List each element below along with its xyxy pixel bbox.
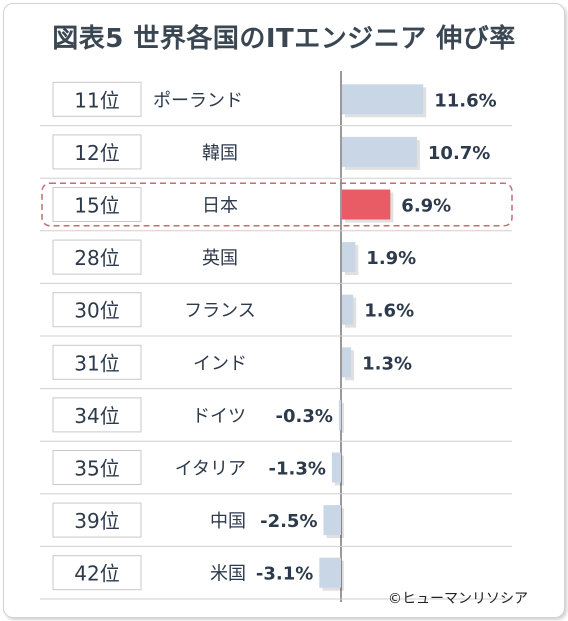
bar bbox=[331, 452, 341, 483]
bar bbox=[338, 399, 341, 430]
chart-title: 図表5 世界各国のITエンジニア 伸び率 bbox=[52, 24, 516, 54]
country-label: 米国 bbox=[210, 564, 246, 585]
value-label: 1.3% bbox=[362, 353, 412, 374]
copyright-credit: ©ヒューマンリソシア bbox=[388, 591, 528, 607]
country-label: ポーランド bbox=[153, 90, 243, 111]
value-label: 1.6% bbox=[364, 301, 414, 322]
country-label: 日本 bbox=[202, 196, 238, 217]
rank-label: 34位 bbox=[74, 404, 119, 428]
value-label: -1.3% bbox=[268, 459, 325, 480]
country-label: イタリア bbox=[175, 459, 246, 480]
country-label: 韓国 bbox=[202, 143, 238, 164]
rank-box bbox=[52, 81, 142, 117]
bar bbox=[319, 557, 341, 588]
bar bbox=[342, 136, 417, 167]
rank-box bbox=[52, 555, 142, 591]
highlight-outline bbox=[41, 182, 513, 227]
country-label: ドイツ bbox=[192, 406, 246, 427]
value-label: 10.7% bbox=[428, 143, 490, 164]
rank-label: 39位 bbox=[74, 509, 119, 533]
country-label: 中国 bbox=[210, 511, 246, 532]
value-label: -2.5% bbox=[260, 511, 317, 532]
rank-box bbox=[52, 397, 142, 433]
rank-box bbox=[52, 134, 142, 170]
rank-box bbox=[52, 450, 142, 485]
value-label: -0.3% bbox=[275, 406, 332, 427]
rank-label: 12位 bbox=[74, 141, 119, 165]
rank-box bbox=[52, 187, 142, 222]
bar bbox=[323, 505, 341, 536]
country-label: 英国 bbox=[202, 248, 238, 269]
rank-label: 28位 bbox=[74, 246, 119, 270]
rank-label: 31位 bbox=[74, 351, 119, 375]
rank-box bbox=[52, 502, 142, 538]
bar bbox=[342, 347, 352, 378]
country-label: インド bbox=[193, 353, 247, 374]
country-label: フランス bbox=[184, 301, 256, 322]
rank-label: 35位 bbox=[74, 457, 119, 481]
rank-box bbox=[52, 344, 142, 380]
value-label: 1.9% bbox=[366, 248, 416, 269]
bar bbox=[342, 84, 424, 115]
bar bbox=[342, 294, 354, 325]
rank-label: 30位 bbox=[74, 299, 119, 323]
rank-box bbox=[52, 292, 142, 328]
rank-label: 11位 bbox=[74, 88, 119, 112]
value-label: 11.6% bbox=[434, 90, 496, 111]
value-label: -3.1% bbox=[256, 564, 313, 585]
bar-shadow bbox=[341, 402, 344, 433]
rank-label: 15位 bbox=[74, 194, 119, 218]
bar bbox=[342, 242, 356, 273]
value-label: 6.9% bbox=[401, 196, 451, 217]
bar bbox=[342, 189, 391, 220]
rank-label: 42位 bbox=[74, 562, 119, 586]
rank-box bbox=[52, 239, 142, 275]
